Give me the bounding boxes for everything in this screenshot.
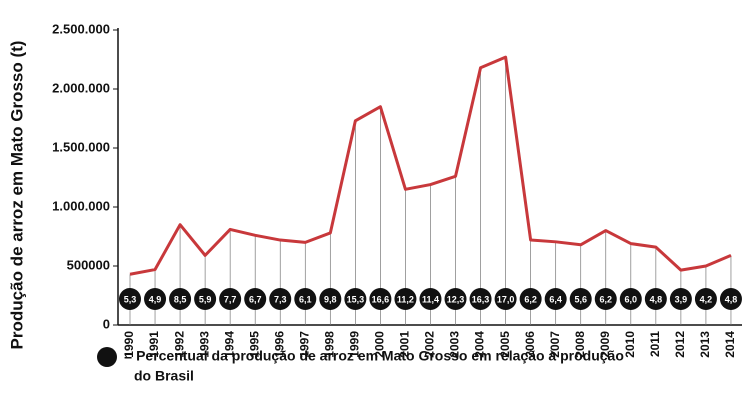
share-label: 15,3 xyxy=(347,294,365,304)
share-label: 5,6 xyxy=(574,294,587,304)
share-marker xyxy=(719,288,742,310)
share-marker xyxy=(219,288,242,310)
x-tick-label: 2007 xyxy=(548,331,562,358)
share-label: 16,3 xyxy=(472,294,490,304)
x-tick-label: 2013 xyxy=(698,331,712,358)
y-axis-label: Produção de arroz em Mato Grosso (t) xyxy=(7,41,26,350)
share-label: 6,4 xyxy=(549,294,562,304)
x-tick-label: 1990 xyxy=(122,331,136,358)
share-marker xyxy=(519,288,542,310)
share-marker xyxy=(644,288,667,310)
share-marker xyxy=(669,288,692,310)
share-label: 4,8 xyxy=(725,294,738,304)
x-tick-label: 1997 xyxy=(297,331,311,358)
share-label: 6,0 xyxy=(625,294,638,304)
share-marker xyxy=(194,288,217,310)
x-tick-label: 1991 xyxy=(147,331,161,358)
x-tick-label: 1996 xyxy=(272,331,286,358)
legend-marker xyxy=(97,347,117,367)
share-label: 7,7 xyxy=(224,294,237,304)
share-marker xyxy=(594,288,617,310)
share-marker xyxy=(694,288,717,310)
share-label: 4,2 xyxy=(700,294,713,304)
x-tick-label: 2005 xyxy=(498,331,512,358)
x-tick-label: 1998 xyxy=(322,331,336,358)
x-tick-label: 2001 xyxy=(398,331,412,358)
share-label: 12,3 xyxy=(447,294,465,304)
x-tick-label: 2010 xyxy=(623,331,637,358)
y-tick-label: 500000 xyxy=(67,257,110,272)
x-tick-label: 2008 xyxy=(573,331,587,358)
share-marker xyxy=(544,288,567,310)
x-tick-label: 2000 xyxy=(373,331,387,358)
share-label: 8,5 xyxy=(174,294,187,304)
share-marker xyxy=(619,288,642,310)
x-tick-label: 2009 xyxy=(598,331,612,358)
x-tick-label: 2003 xyxy=(448,331,462,358)
share-label: 11,2 xyxy=(397,294,414,304)
share-label: 7,3 xyxy=(274,294,287,304)
x-tick-label: 2014 xyxy=(723,331,737,358)
data-line xyxy=(129,55,732,276)
x-tick-label: 1992 xyxy=(172,331,186,358)
share-marker xyxy=(244,288,267,310)
y-tick-label: 1.000.000 xyxy=(52,198,110,213)
y-tick-label: 1.500.000 xyxy=(52,139,110,154)
share-marker xyxy=(319,288,342,310)
x-tick-label: 1993 xyxy=(197,331,211,358)
share-marker xyxy=(294,288,317,310)
share-marker xyxy=(269,288,292,310)
y-tick-label: 0 xyxy=(103,316,110,331)
share-marker xyxy=(444,288,467,310)
share-label: 16,6 xyxy=(372,294,390,304)
share-marker xyxy=(394,288,417,310)
share-marker xyxy=(119,288,141,310)
x-tick-label: 2012 xyxy=(673,331,687,358)
share-label: 11,4 xyxy=(422,294,439,304)
share-marker xyxy=(344,288,367,310)
x-tick-label: 2002 xyxy=(423,331,437,358)
share-label: 6,2 xyxy=(600,294,613,304)
x-tick-label: 2006 xyxy=(523,331,537,358)
x-tick-label: 1999 xyxy=(348,331,362,358)
x-tick-label: 1995 xyxy=(247,331,261,358)
x-tick-label: 2004 xyxy=(473,331,487,358)
share-marker xyxy=(569,288,592,310)
share-marker xyxy=(469,288,492,310)
x-tick-label: 1994 xyxy=(222,331,236,358)
legend-note: do Brasil xyxy=(134,368,194,384)
share-marker xyxy=(144,288,167,310)
share-label: 6,2 xyxy=(524,294,537,304)
y-tick-label: 2.500.000 xyxy=(52,21,110,36)
share-marker xyxy=(494,288,517,310)
share-label: 4,9 xyxy=(149,294,162,304)
share-label: 5,9 xyxy=(199,294,212,304)
share-marker xyxy=(169,288,192,310)
legend-note: = Percentual da produção de arroz em Mat… xyxy=(124,348,624,364)
share-label: 6,1 xyxy=(299,294,312,304)
share-label: 9,8 xyxy=(324,294,337,304)
share-marker xyxy=(419,288,442,310)
share-label: 4,8 xyxy=(650,294,663,304)
x-tick-label: 2011 xyxy=(648,331,662,357)
share-label: 17,0 xyxy=(497,294,515,304)
share-label: 6,7 xyxy=(249,294,262,304)
share-marker xyxy=(369,288,392,310)
share-label: 3,9 xyxy=(675,294,688,304)
share-label: 5,3 xyxy=(124,294,137,304)
y-tick-label: 2.000.000 xyxy=(52,80,110,95)
